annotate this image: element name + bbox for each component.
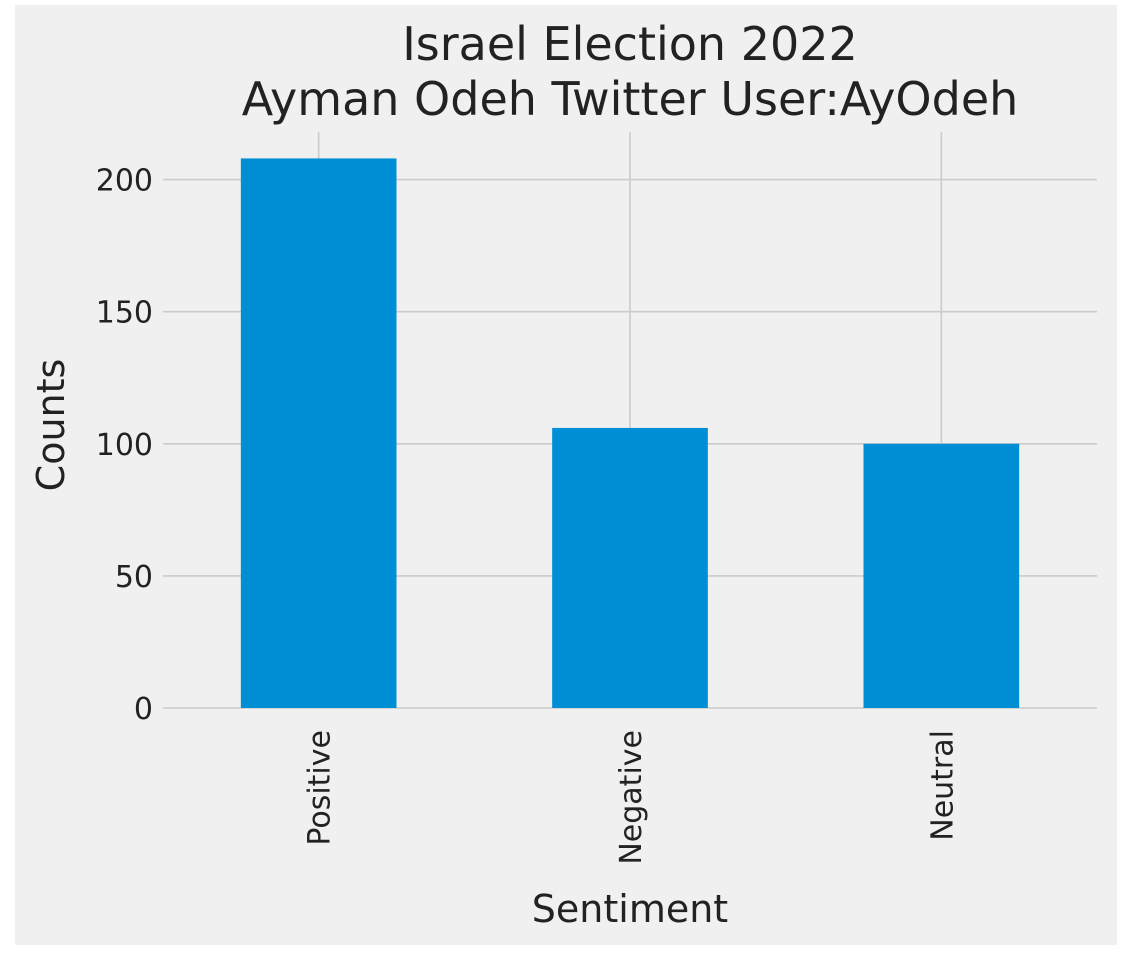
bar-neutral: [863, 443, 1020, 708]
x-tick-label-positive: Positive: [303, 730, 338, 846]
y-tick-label: 100: [96, 428, 153, 463]
chart-title-line-2: Ayman Odeh Twitter User:AyOdeh: [242, 72, 1019, 126]
y-tick-label: 200: [96, 164, 153, 199]
bars: [240, 158, 1020, 709]
y-tick-label: 50: [115, 560, 153, 595]
y-tick-label: 0: [134, 692, 153, 727]
x-tick-label-negative: Negative: [614, 730, 649, 865]
bar-positive: [240, 158, 397, 709]
x-tick-labels: Positive Negative Neutral: [303, 730, 961, 865]
bar-negative: [552, 427, 708, 708]
x-tick-label-neutral: Neutral: [925, 730, 960, 841]
chart-title-line-1: Israel Election 2022: [402, 17, 858, 71]
y-tick-label: 150: [96, 296, 153, 331]
y-axis-label: Counts: [29, 359, 73, 492]
x-axis-label: Sentiment: [532, 887, 728, 931]
y-tick-labels: 0 50 100 150 200: [96, 164, 153, 727]
